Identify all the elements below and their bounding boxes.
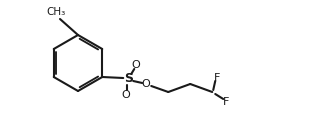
Text: CH₃: CH₃ [47,7,66,17]
Text: O: O [142,79,151,89]
Text: F: F [214,73,220,83]
Text: F: F [223,97,229,107]
Text: O: O [122,90,130,100]
Text: O: O [132,60,141,70]
Text: S: S [124,72,133,86]
